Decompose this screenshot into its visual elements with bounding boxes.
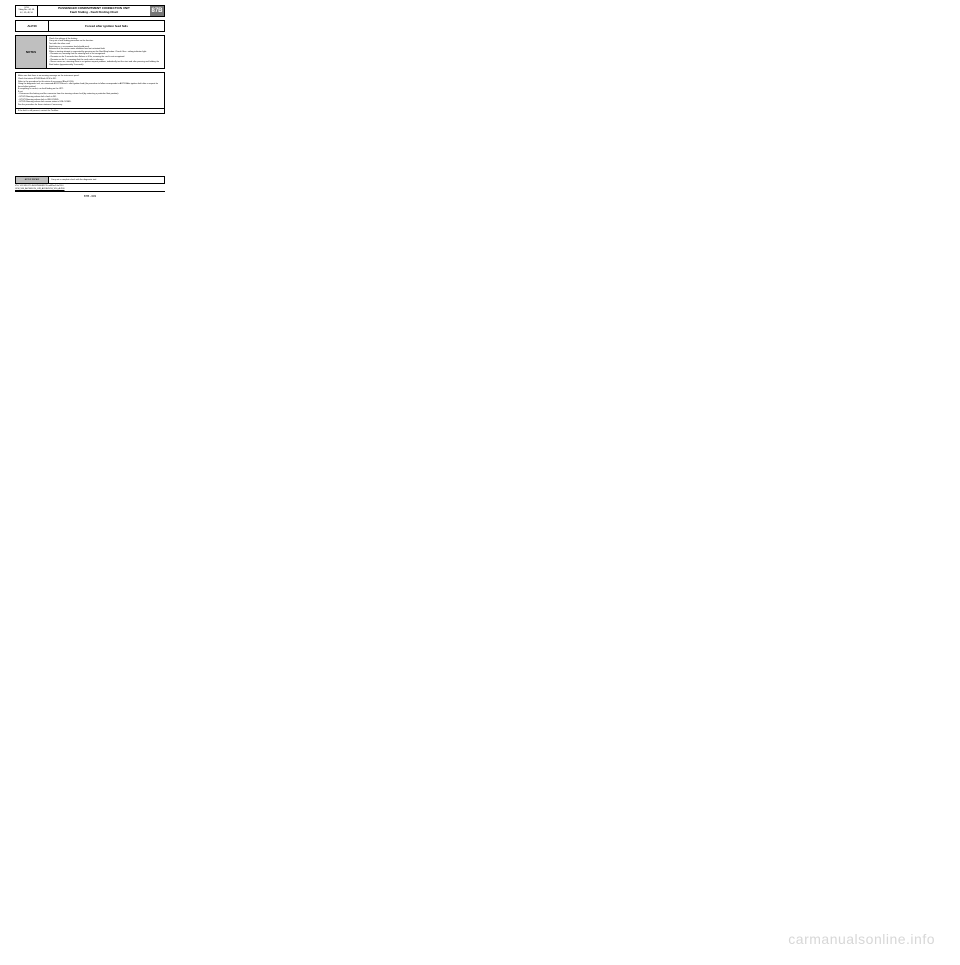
notes-row: NOTES Check the voltage of the battery. … (15, 35, 165, 70)
header-title2: Fault finding - Fault Finding Chart (40, 11, 148, 15)
header-title-box: PASSENGER COMPARTMENT CONNECTION UNIT Fa… (38, 6, 150, 16)
main-box: Make sure that there is no warning messa… (15, 72, 165, 109)
notes-label: NOTES (16, 36, 47, 69)
header-code-box: 87B (150, 6, 164, 16)
alp-title: Forced after ignition feed fails (49, 21, 164, 31)
header-vdiag2: 4C, 4D, 4F, 50 (16, 12, 37, 14)
footer-divider (15, 191, 165, 192)
alp-code: ALP40 (16, 21, 49, 31)
alp-row: ALP40 Forced after ignition feed fails (15, 20, 165, 32)
watermark: carmanualsonline.info (788, 931, 935, 947)
header-left-box: UCH Vdiag No.: 44, 48, 4C, 4D, 4F, 50 (16, 6, 38, 16)
after-repair-text: Carry out a complete check with the diag… (49, 177, 164, 183)
header-code: 87B (151, 8, 162, 14)
after-repair-row: AFTER REPAIR Carry out a complete check … (15, 176, 165, 184)
header-row: UCH Vdiag No.: 44, 48, 4C, 4D, 4F, 50 PA… (15, 5, 165, 17)
main-body: Make sure that there is no warning messa… (18, 75, 162, 106)
page-number: 87B -303 (15, 194, 165, 198)
notes-body: Check the voltage of the battery. Carry … (47, 36, 164, 69)
fault-line: If the fault is still present, contact t… (15, 109, 165, 114)
after-repair-label: AFTER REPAIR (16, 177, 49, 183)
footer-line2: UCH_V44_ALP40/UCH_V48_ALP40/UCH_V50_ALP4… (15, 188, 165, 190)
page: UCH Vdiag No.: 44, 48, 4C, 4D, 4F, 50 PA… (15, 5, 165, 198)
